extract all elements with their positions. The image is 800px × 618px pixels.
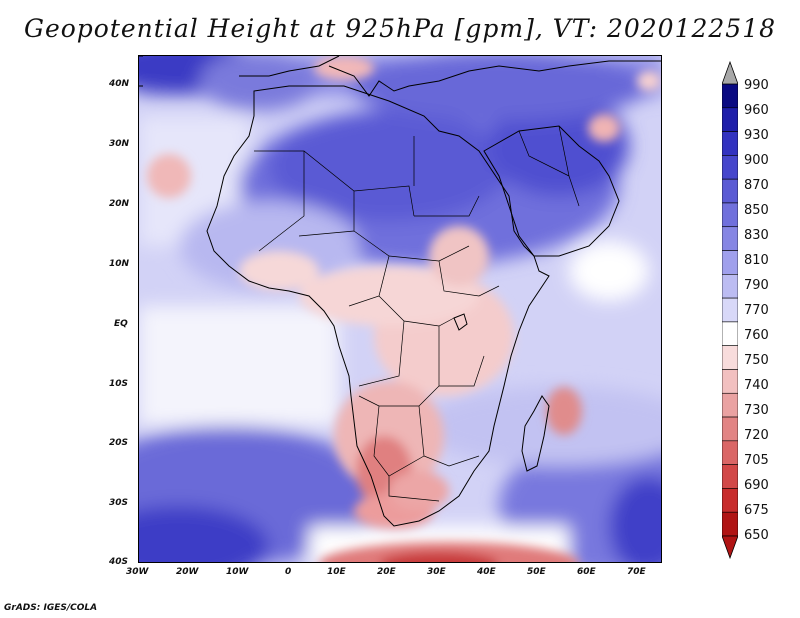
map-panel — [138, 55, 662, 563]
colorbar-cell — [722, 440, 738, 465]
colorbar-label: 750 — [744, 353, 769, 368]
lon-label: 20W — [176, 567, 199, 577]
colorbar-label: 730 — [744, 403, 769, 418]
colorbar-cell — [722, 369, 738, 394]
lat-label: 20N — [109, 199, 130, 209]
colorbar-cell — [722, 392, 738, 418]
lat-label: 40N — [109, 79, 130, 89]
lat-label: 30N — [109, 139, 130, 149]
lat-label: 10S — [109, 379, 129, 389]
colorbar-label: 870 — [744, 178, 769, 193]
lon-label: 20E — [377, 567, 396, 577]
lat-label: 10N — [109, 259, 130, 269]
axis-ticks — [139, 56, 143, 87]
lat-label: 20S — [109, 438, 129, 448]
madagascar — [521, 395, 550, 472]
colorbar-label: 675 — [744, 503, 769, 518]
lon-label: 30W — [126, 567, 149, 577]
colorbar-cell — [722, 131, 738, 156]
height-field-red — [147, 56, 661, 562]
colorbar-cell — [722, 297, 738, 323]
map-svg — [139, 56, 661, 562]
colorbar-cell — [722, 83, 738, 109]
colorbar-cell — [722, 511, 738, 537]
colorbar-label: 930 — [744, 128, 769, 143]
lat-label: 30S — [109, 498, 129, 508]
africa-coastline — [206, 85, 550, 527]
colorbar — [722, 60, 738, 560]
colorbar-cell — [722, 226, 738, 251]
lon-label: 0 — [285, 567, 292, 577]
arabia-coastline — [483, 125, 620, 257]
lon-label: 30E — [427, 567, 446, 577]
colorbar-label: 900 — [744, 153, 769, 168]
chart-title: Geopotential Height at 925hPa [gpm], VT:… — [23, 14, 777, 43]
colorbar-label: 830 — [744, 228, 769, 243]
colorbar-label: 990 — [744, 78, 769, 93]
lon-label: 10W — [226, 567, 249, 577]
colorbar-label: 790 — [744, 278, 769, 293]
colorbar-label: 850 — [744, 203, 769, 218]
colorbar-top-arrow — [722, 60, 738, 85]
colorbar-cell — [722, 250, 738, 275]
lat-label: EQ — [114, 319, 128, 329]
lon-label: 10E — [327, 567, 346, 577]
colorbar-cell — [722, 321, 738, 346]
colorbar-label: 690 — [744, 478, 769, 493]
colorbar-label: 720 — [744, 428, 769, 443]
colorbar-cell — [722, 464, 738, 489]
colorbar-label: 760 — [744, 328, 769, 343]
colorbar-bottom-arrow — [722, 535, 738, 560]
colorbar-cell — [722, 345, 738, 370]
credit-text: GrADS: IGES/COLA — [4, 603, 98, 613]
colorbar-cell — [722, 155, 738, 180]
lat-label: 40S — [109, 557, 129, 567]
colorbar-cell — [722, 178, 738, 204]
colorbar-label: 810 — [744, 253, 769, 268]
colorbar-cell — [722, 488, 738, 513]
colorbar-cell — [722, 202, 738, 228]
lake-victoria — [453, 313, 468, 331]
lon-label: 40E — [477, 567, 496, 577]
colorbar-label: 770 — [744, 303, 769, 318]
country-borders — [254, 125, 580, 502]
colorbar-label: 960 — [744, 103, 769, 118]
lon-label: 50E — [527, 567, 546, 577]
colorbar-label: 740 — [744, 378, 769, 393]
colorbar-label: 650 — [744, 528, 769, 543]
europe-coastline — [239, 56, 661, 97]
colorbar-cell — [722, 107, 738, 132]
lon-label: 60E — [577, 567, 596, 577]
height-field-blue — [139, 56, 661, 562]
lon-label: 70E — [627, 567, 646, 577]
colorbar-label: 705 — [744, 453, 769, 468]
colorbar-cell — [722, 416, 738, 442]
colorbar-cell — [722, 274, 738, 299]
